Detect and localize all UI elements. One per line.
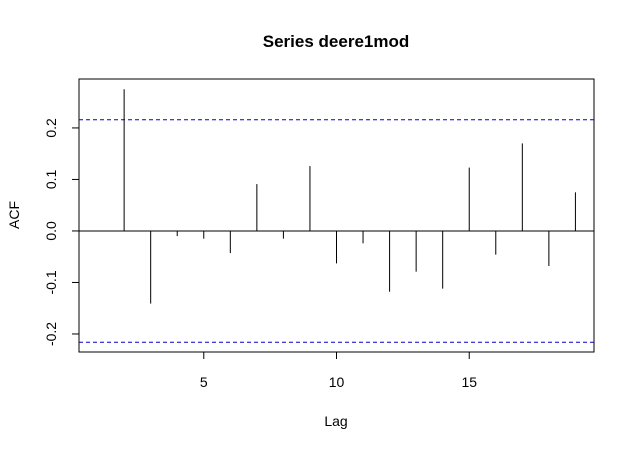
acf-bars xyxy=(123,89,576,304)
chart-title: Series deere1mod xyxy=(263,32,409,51)
y-tick-label: -0.2 xyxy=(43,322,59,346)
x-tick-label: 5 xyxy=(200,374,208,390)
y-axis: -0.2 -0.1 0.0 0.1 0.2 xyxy=(43,118,80,346)
confidence-lines xyxy=(79,119,594,343)
y-tick-label: 0.0 xyxy=(43,221,59,241)
x-tick-label: 15 xyxy=(461,374,477,390)
x-axis-label: Lag xyxy=(324,413,347,429)
x-axis: 5 10 15 xyxy=(200,351,477,390)
y-axis-label: ACF xyxy=(6,201,22,229)
y-tick-label: 0.1 xyxy=(43,170,59,190)
x-tick-label: 10 xyxy=(329,374,345,390)
y-tick-label: -0.1 xyxy=(43,270,59,294)
y-tick-label: 0.2 xyxy=(43,118,59,138)
